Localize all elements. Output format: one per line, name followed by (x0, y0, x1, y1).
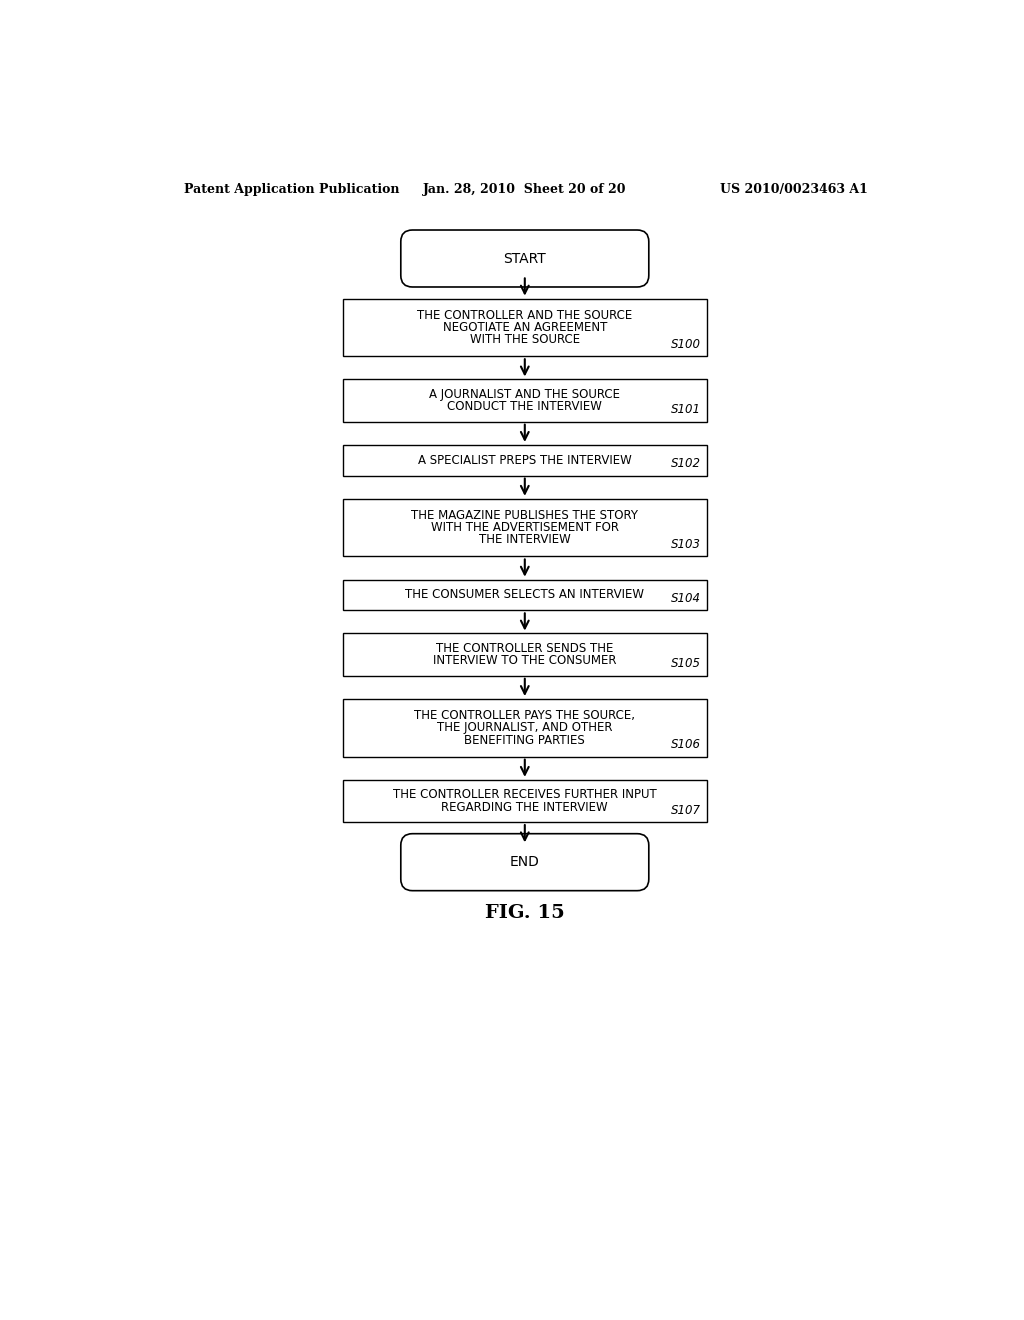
Text: START: START (504, 252, 546, 265)
Bar (343, 634, 707, 676)
Text: Jan. 28, 2010  Sheet 20 of 20: Jan. 28, 2010 Sheet 20 of 20 (423, 183, 627, 197)
Text: THE CONTROLLER RECEIVES FURTHER INPUT: THE CONTROLLER RECEIVES FURTHER INPUT (393, 788, 656, 801)
Text: Patent Application Publication: Patent Application Publication (183, 183, 399, 197)
Text: A JOURNALIST AND THE SOURCE: A JOURNALIST AND THE SOURCE (429, 388, 621, 401)
Text: S106: S106 (671, 738, 700, 751)
Text: THE CONTROLLER SENDS THE: THE CONTROLLER SENDS THE (436, 642, 613, 655)
Text: FIG. 15: FIG. 15 (485, 904, 564, 921)
Bar (343, 780, 707, 822)
Bar (343, 579, 707, 610)
Text: END: END (510, 855, 540, 869)
Text: S101: S101 (671, 404, 700, 416)
Text: NEGOTIATE AN AGREEMENT: NEGOTIATE AN AGREEMENT (442, 321, 607, 334)
Text: BENEFITING PARTIES: BENEFITING PARTIES (465, 734, 585, 747)
Text: THE INTERVIEW: THE INTERVIEW (479, 533, 570, 546)
Bar (343, 700, 707, 756)
Text: THE JOURNALIST, AND OTHER: THE JOURNALIST, AND OTHER (437, 721, 612, 734)
Text: WITH THE ADVERTISEMENT FOR: WITH THE ADVERTISEMENT FOR (431, 521, 618, 535)
Text: A SPECIALIST PREPS THE INTERVIEW: A SPECIALIST PREPS THE INTERVIEW (418, 454, 632, 467)
Text: S102: S102 (671, 457, 700, 470)
Text: WITH THE SOURCE: WITH THE SOURCE (470, 333, 580, 346)
FancyBboxPatch shape (400, 834, 649, 891)
Text: S103: S103 (671, 539, 700, 552)
Text: THE CONSUMER SELECTS AN INTERVIEW: THE CONSUMER SELECTS AN INTERVIEW (406, 589, 644, 602)
Text: THE CONTROLLER PAYS THE SOURCE,: THE CONTROLLER PAYS THE SOURCE, (415, 709, 635, 722)
Bar (343, 298, 707, 356)
Text: INTERVIEW TO THE CONSUMER: INTERVIEW TO THE CONSUMER (433, 655, 616, 668)
FancyBboxPatch shape (400, 230, 649, 286)
Text: CONDUCT THE INTERVIEW: CONDUCT THE INTERVIEW (447, 400, 602, 413)
Text: S104: S104 (671, 591, 700, 605)
Bar (343, 379, 707, 422)
Bar (343, 499, 707, 557)
Text: S100: S100 (671, 338, 700, 351)
Text: THE CONTROLLER AND THE SOURCE: THE CONTROLLER AND THE SOURCE (417, 309, 633, 322)
Text: US 2010/0023463 A1: US 2010/0023463 A1 (720, 183, 868, 197)
Text: S107: S107 (671, 804, 700, 817)
Bar (343, 445, 707, 475)
Text: THE MAGAZINE PUBLISHES THE STORY: THE MAGAZINE PUBLISHES THE STORY (412, 508, 638, 521)
Text: REGARDING THE INTERVIEW: REGARDING THE INTERVIEW (441, 801, 608, 813)
Text: S105: S105 (671, 657, 700, 671)
